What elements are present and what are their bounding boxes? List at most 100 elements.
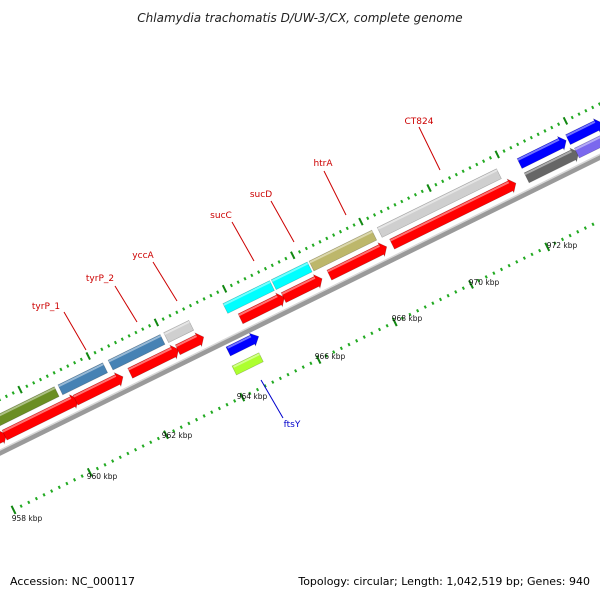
outer-tick-minor	[461, 169, 465, 174]
outer-tick-minor	[379, 209, 383, 214]
outer-tick-minor	[195, 300, 199, 305]
kbp-tick-minor	[499, 267, 504, 272]
gene-block-blue-right-1[interactable]	[516, 135, 567, 169]
outer-tick-minor	[59, 367, 63, 372]
outer-tick-minor	[38, 377, 43, 382]
cds-block-2[interactable]	[72, 372, 124, 406]
outer-tick-minor	[468, 166, 472, 170]
gene-block-yccA[interactable]	[163, 319, 195, 344]
outer-tick-minor	[393, 203, 397, 207]
outer-tick-minor	[79, 357, 83, 362]
cds-block-6[interactable]	[280, 273, 323, 304]
cds-block-1[interactable]	[1, 394, 79, 441]
kbp-tick-minor	[80, 474, 84, 478]
kbp-tick-minor	[377, 327, 382, 332]
gene-block-tyrP_1[interactable]	[57, 362, 109, 396]
kbp-tick-minor	[400, 316, 404, 321]
outer-tick-minor	[250, 273, 254, 278]
outer-tick-minor	[584, 108, 588, 113]
gene-label-sucC: sucC	[210, 211, 232, 221]
map-title: Chlamydia trachomatis D/UW-3/CX, complet…	[137, 11, 462, 25]
cds-block-7[interactable]	[326, 242, 388, 281]
kbp-tick-minor	[477, 278, 481, 283]
outer-tick-minor	[332, 233, 336, 237]
outer-tick-minor	[509, 145, 513, 150]
cds-block-8[interactable]	[389, 178, 517, 250]
gene-label-yccA: yccA	[132, 251, 154, 261]
kbp-tick-minor	[362, 335, 366, 339]
cds-block-4[interactable]	[174, 332, 205, 356]
gene-block-sucC[interactable]	[222, 280, 275, 314]
gene-block-tyrP_2-highlight	[108, 334, 162, 363]
outer-tick-minor	[407, 196, 411, 200]
gene-block-darkgray-right[interactable]	[523, 147, 580, 184]
kbp-tick-minor	[156, 436, 160, 441]
gene-block-blue-ftsY-region[interactable]	[225, 330, 262, 358]
outer-tick-minor	[236, 280, 240, 284]
kbp-tick-minor	[560, 237, 565, 242]
outer-tick-minor	[182, 307, 186, 311]
gene-block-darkgray-right-highlight	[524, 150, 572, 176]
accession-text: Accession: NC_000117	[10, 575, 135, 588]
outer-tick-minor	[45, 374, 49, 378]
outer-tick-major	[221, 284, 228, 293]
outer-tick-minor	[113, 340, 118, 345]
kbp-label-964: 964 kbp	[237, 392, 268, 401]
gene-label-sucD: sucD	[250, 190, 272, 200]
kbp-tick-major	[468, 279, 474, 289]
cds-block-1-highlight	[2, 397, 72, 433]
kbp-tick-minor	[50, 489, 54, 493]
gene-block-CT824[interactable]	[376, 168, 502, 238]
kbp-tick-minor	[309, 361, 313, 366]
gene-label-tyrP_2: tyrP_2	[86, 274, 114, 284]
gene-block-blue-right-2[interactable]	[565, 118, 600, 146]
outer-tick-minor	[557, 122, 561, 126]
gene-block-olive[interactable]	[0, 386, 60, 430]
cds-block-3[interactable]	[127, 344, 179, 379]
outer-tick-minor	[11, 391, 15, 395]
kbp-tick-minor	[332, 350, 336, 354]
kbp-axis	[10, 222, 595, 515]
outer-tick-minor	[386, 206, 390, 210]
kbp-tick-minor	[286, 372, 290, 377]
gene-block-sucD[interactable]	[270, 261, 313, 291]
kbp-tick-minor	[271, 380, 275, 384]
outer-tick-minor	[570, 115, 574, 120]
kbp-tick-minor	[583, 226, 587, 230]
gene-block-htrA[interactable]	[308, 229, 378, 272]
outer-tick-minor	[141, 327, 145, 331]
cds-block-5[interactable]	[237, 292, 285, 325]
kbp-tick-minor	[339, 346, 343, 351]
kbp-tick-minor	[225, 402, 229, 407]
leader-sucD	[270, 200, 295, 243]
gene-label-tyrP_1: tyrP_1	[32, 302, 60, 312]
kbp-tick-minor	[194, 417, 199, 422]
kbp-tick-minor	[454, 290, 458, 294]
outer-tick-minor	[161, 317, 165, 321]
outer-tick-minor	[100, 347, 104, 352]
kbp-tick-minor	[446, 293, 450, 298]
outer-tick-major	[358, 217, 364, 226]
kbp-tick-minor	[492, 271, 496, 275]
leader-yccA	[152, 261, 178, 302]
outer-tick-minor	[420, 189, 424, 194]
outer-tick-minor	[338, 229, 343, 234]
outer-tick-minor	[148, 323, 152, 328]
outer-tick-minor	[168, 313, 172, 318]
gene-block-olive-highlight	[0, 387, 56, 417]
outer-tick-major	[290, 251, 296, 260]
gene-labels: tyrP_1 tyrP_2 yccA sucC sucD htrA CT824 …	[32, 117, 434, 430]
kbp-tick-minor	[408, 312, 412, 317]
kbp-labels: 958 kbp 960 kbp 962 kbp 964 kbp 966 kbp …	[12, 241, 578, 523]
gene-block-tyrP_2[interactable]	[107, 334, 166, 371]
gene-block-CT824-highlight	[377, 169, 498, 230]
gene-block-ftsY[interactable]	[231, 352, 264, 376]
kbp-tick-minor	[42, 493, 46, 497]
kbp-tick-minor	[515, 260, 519, 264]
gene-block-slateblue-right[interactable]	[573, 131, 600, 159]
kbp-tick-minor	[217, 406, 221, 411]
kbp-tick-minor	[149, 440, 153, 445]
outer-tick-minor	[4, 394, 8, 399]
kbp-tick-minor	[34, 496, 38, 501]
gene-label-ftsY: ftsY	[284, 420, 301, 430]
